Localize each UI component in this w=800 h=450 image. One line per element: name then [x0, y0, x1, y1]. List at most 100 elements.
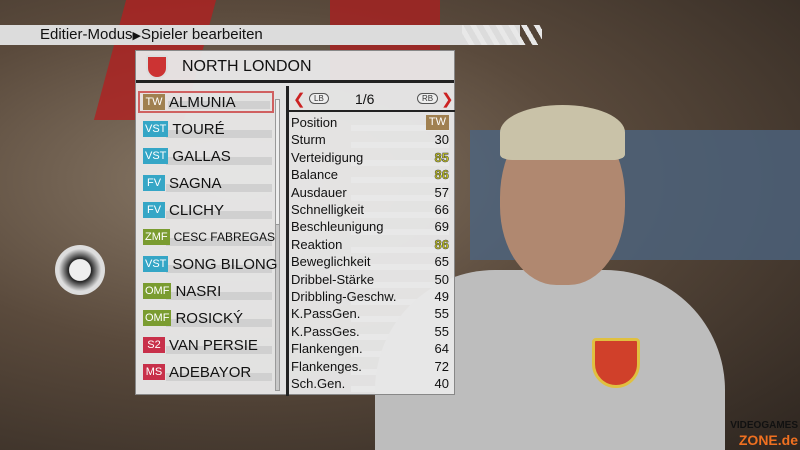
- player-row[interactable]: VST TOURÉ: [138, 118, 274, 140]
- position-badge: FV: [143, 175, 165, 191]
- breadcrumb-mode: Editier-Modus: [40, 26, 133, 43]
- stat-value: 55: [434, 306, 449, 322]
- position-badge: OMF: [143, 283, 172, 299]
- divider: [286, 86, 289, 396]
- player-name: ADEBAYOR: [169, 363, 252, 381]
- player-row[interactable]: VST SONG BILONG: [138, 253, 278, 275]
- stat-value: 69: [434, 219, 449, 235]
- player-hair: [500, 105, 625, 160]
- player-name: ALMUNIA: [169, 93, 236, 111]
- player-name: CESC FABREGAS: [173, 230, 275, 244]
- stat-label: Flankenges.: [291, 358, 362, 374]
- stat-label: Flankengen.: [291, 341, 363, 357]
- player-row[interactable]: TW ALMUNIA: [138, 91, 274, 113]
- row-bar: [166, 184, 272, 192]
- prev-page-arrow-icon[interactable]: ❮: [293, 91, 306, 108]
- stat-label: Sturm: [291, 132, 326, 148]
- stat-row[interactable]: Dribbling-Geschw. 49: [291, 289, 451, 306]
- position-badge: OMF: [143, 310, 172, 326]
- stat-row[interactable]: Sch.Gen. 40: [291, 376, 451, 393]
- team-name: NORTH LONDON: [182, 58, 312, 75]
- stat-label: Dribbling-Geschw.: [291, 289, 397, 304]
- stat-row[interactable]: Verteidigung 85: [291, 150, 451, 167]
- row-bar: [166, 346, 272, 354]
- next-page-button[interactable]: RB: [417, 93, 439, 104]
- row-bar: [166, 130, 272, 138]
- position-badge: FV: [143, 202, 165, 218]
- stat-value: 64: [434, 341, 449, 357]
- prev-page-button[interactable]: LB: [309, 93, 329, 104]
- stat-value: 40: [434, 376, 449, 391]
- stat-label: Reaktion: [291, 236, 343, 252]
- next-page-arrow-icon[interactable]: ❯: [441, 91, 454, 108]
- stat-value: TW: [425, 115, 449, 130]
- shirt-crest-icon: [592, 338, 640, 388]
- stats-pager: ❮ LB 1/6 RB ❯: [289, 88, 455, 112]
- stat-value: 72: [434, 358, 449, 374]
- stat-value: 30: [434, 132, 449, 148]
- page-indicator: 1/6: [355, 91, 375, 107]
- stat-label: K.PassGen.: [291, 306, 361, 322]
- player-name: TOURÉ: [172, 120, 225, 138]
- stat-row[interactable]: Flankenges. 72: [291, 359, 451, 376]
- stat-row[interactable]: Position TW: [291, 115, 451, 132]
- header-stripes: [462, 25, 542, 45]
- stat-row[interactable]: K.PassGen. 55: [291, 306, 451, 323]
- stat-row[interactable]: Reaktion 86: [291, 237, 451, 254]
- player-name: SONG BILONG: [172, 255, 278, 273]
- watermark-line2: ZONE.de: [738, 432, 798, 448]
- player-row[interactable]: FV CLICHY: [138, 199, 274, 221]
- watermark: VIDEOGAMES ZONE.de: [730, 420, 798, 448]
- stat-row[interactable]: Beschleunigung 69: [291, 219, 451, 236]
- player-row[interactable]: S2 VAN PERSIE: [138, 334, 274, 356]
- stat-value: 49: [434, 289, 449, 304]
- stat-row[interactable]: Sturm 30: [291, 132, 451, 149]
- row-bar: [166, 157, 272, 165]
- player-list: TW ALMUNIA VST TOURÉ VST GALLAS FV SAGNA FV CLICH…: [136, 91, 286, 391]
- player-row[interactable]: OMF ROSICKÝ: [138, 307, 274, 329]
- row-bar: [166, 265, 272, 273]
- stat-value: 65: [434, 254, 449, 270]
- player-row[interactable]: MS ADEBAYOR: [138, 361, 274, 383]
- stat-label: Verteidigung: [291, 149, 364, 165]
- breadcrumb-separator-icon: ▶: [132, 30, 142, 42]
- stat-row[interactable]: Beweglichkeit 65: [291, 254, 451, 271]
- player-name: CLICHY: [169, 201, 225, 219]
- edit-panel: NORTH LONDON TW ALMUNIA VST TOURÉ VST GALLAS F…: [135, 50, 455, 396]
- player-list-scrollbar[interactable]: [275, 99, 280, 391]
- stat-label: Schnelligkeit: [291, 202, 364, 217]
- player-name: ROSICKÝ: [175, 309, 243, 327]
- stat-value: 57: [434, 184, 449, 200]
- team-header: NORTH LONDON: [136, 51, 454, 83]
- position-badge: ZMF: [143, 229, 170, 245]
- stat-value: 50: [434, 271, 449, 287]
- stats-panel: ❮ LB 1/6 RB ❯ Position TW Sturm 30 Verteidig…: [289, 88, 455, 393]
- stat-value: 86: [434, 167, 449, 183]
- stat-label: Dribbel-Stärke: [291, 271, 375, 287]
- stat-row[interactable]: Flankengen. 64: [291, 341, 451, 358]
- stat-row[interactable]: Balance 86: [291, 167, 451, 184]
- stat-row[interactable]: Dribbel-Stärke 50: [291, 272, 451, 289]
- stat-row[interactable]: K.PassGes. 55: [291, 324, 451, 341]
- scrollbar-thumb[interactable]: [276, 100, 279, 225]
- player-name: SAGNA: [169, 174, 222, 192]
- stat-label: Balance: [291, 167, 338, 183]
- team-crest-icon: [146, 55, 168, 79]
- player-row[interactable]: ZMF CESC FABREGAS: [138, 226, 275, 248]
- row-bar: [166, 238, 272, 246]
- position-badge: VST: [143, 256, 169, 272]
- stat-row[interactable]: Ausdauer 57: [291, 185, 451, 202]
- position-badge: MS: [143, 364, 165, 380]
- stat-value: 85: [434, 149, 449, 166]
- player-name: NASRI: [175, 282, 222, 300]
- stat-label: Ausdauer: [291, 184, 347, 200]
- stat-label: Position: [291, 115, 338, 130]
- player-row[interactable]: OMF NASRI: [138, 280, 274, 302]
- player-name: GALLAS: [172, 147, 231, 165]
- row-bar: [168, 101, 270, 109]
- player-row[interactable]: VST GALLAS: [138, 145, 274, 167]
- player-row[interactable]: FV SAGNA: [138, 172, 274, 194]
- breadcrumb-page: Spieler bearbeiten: [141, 26, 263, 43]
- stat-row[interactable]: Schnelligkeit 66: [291, 202, 451, 219]
- stat-value: 66: [434, 202, 449, 217]
